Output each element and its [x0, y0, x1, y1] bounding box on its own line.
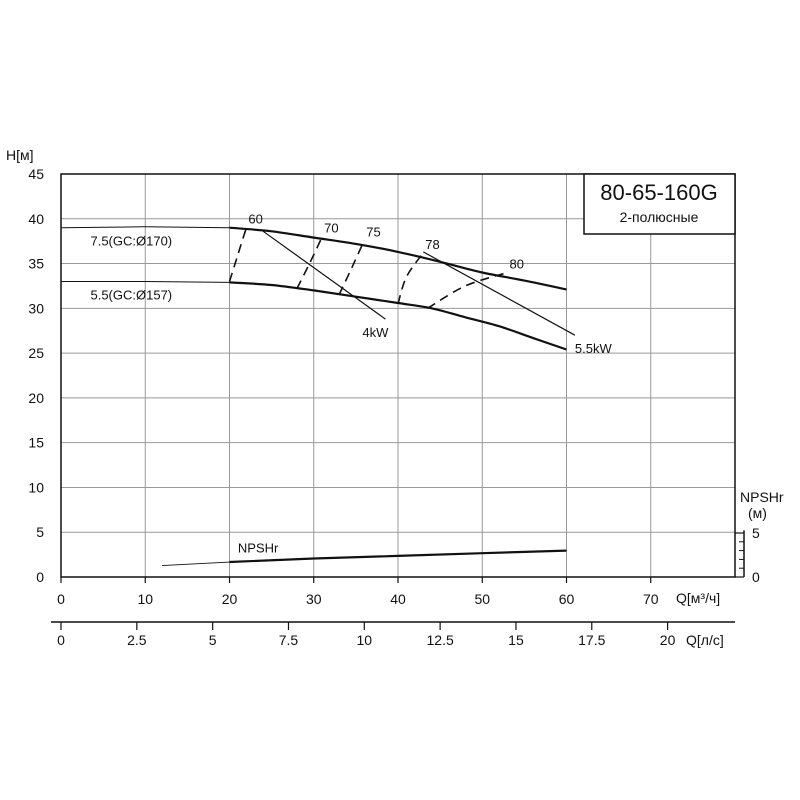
x2-axis-label: Q[л/с]: [686, 632, 724, 648]
efficiency-label: 70: [324, 221, 338, 236]
power-line: [423, 251, 576, 336]
head-curve-label: 5.5(GC:Ø157): [90, 287, 172, 302]
power-line-label: 5.5kW: [575, 341, 613, 356]
efficiency-curve: [296, 236, 323, 289]
efficiency-label: 75: [366, 224, 380, 239]
efficiency-label: 60: [248, 212, 262, 227]
chart-subtitle: 2-полюсные: [620, 209, 699, 225]
npsh-curve-extension: [162, 561, 230, 567]
x2-tick-label: 10: [357, 632, 373, 648]
grid: [61, 174, 735, 577]
efficiency-label: 80: [510, 257, 524, 272]
npsh-curve: [229, 549, 567, 564]
head-curve: [229, 281, 567, 351]
npsh-axis-unit: (м): [748, 505, 767, 521]
head-curve-extension: [60, 226, 230, 229]
x2-tick-label: 12.5: [427, 632, 454, 648]
x-tick-label: 10: [137, 591, 153, 607]
power-line: [262, 230, 386, 320]
y-tick-label: 45: [28, 166, 44, 182]
y-tick-label: 25: [28, 345, 44, 361]
title-box: [583, 173, 736, 235]
head-curve-extension: [61, 281, 230, 283]
y-tick-label: 15: [28, 435, 44, 451]
x2-tick-label: 0: [57, 632, 65, 648]
x2-tick-label: 20: [660, 632, 676, 648]
curve-labels: 7.5(GC:Ø170) 5.5(GC:Ø157) 4kW 5.5kW 60 70 75 78…: [90, 212, 612, 556]
y-tick-label: 10: [28, 479, 44, 495]
x2-tick-label: 2.5: [127, 632, 147, 648]
head-curve-label: 7.5(GC:Ø170): [90, 234, 172, 249]
efficiency-curve: [397, 252, 424, 305]
x-tick-label: 60: [559, 591, 575, 607]
x-tick-label: 50: [474, 591, 490, 607]
y-tick-label: 40: [28, 211, 44, 227]
npsh-tick-label: 0: [752, 569, 760, 585]
x-tick-label: 0: [57, 591, 65, 607]
x-tick-label: 30: [306, 591, 322, 607]
efficiency-curve: [427, 271, 508, 309]
y-tick-label: 20: [28, 390, 44, 406]
x2-tick-label: 15: [508, 632, 524, 648]
x-tick-label: 40: [390, 591, 406, 607]
efficiency-label: 78: [425, 237, 439, 252]
x-tick-label: 20: [222, 591, 238, 607]
x2-tick-label: 5: [209, 632, 217, 648]
y-tick-label: 35: [28, 256, 44, 272]
npsh-tick-label: 5: [752, 525, 760, 541]
x2-tick-label: 17.5: [578, 632, 605, 648]
x-tick-label: 70: [643, 591, 659, 607]
npsh-curve-label: NPSHr: [238, 540, 279, 555]
efficiency-curve: [228, 227, 248, 282]
y-tick-label: 5: [36, 524, 44, 540]
y-tick-label: 30: [28, 300, 44, 316]
curves: [60, 226, 576, 567]
x-axis-label: Q[м³/ч]: [676, 590, 720, 606]
efficiency-curve: [338, 239, 366, 296]
y-axis-label: H[м]: [6, 147, 34, 163]
power-line-label: 4kW: [362, 325, 389, 340]
y-tick-label: 0: [36, 569, 44, 585]
x2-tick-label: 7.5: [279, 632, 299, 648]
npsh-axis-label: NPSHr: [740, 489, 784, 505]
chart-title: 80-65-160G: [600, 180, 717, 205]
head-curve: [229, 226, 567, 291]
